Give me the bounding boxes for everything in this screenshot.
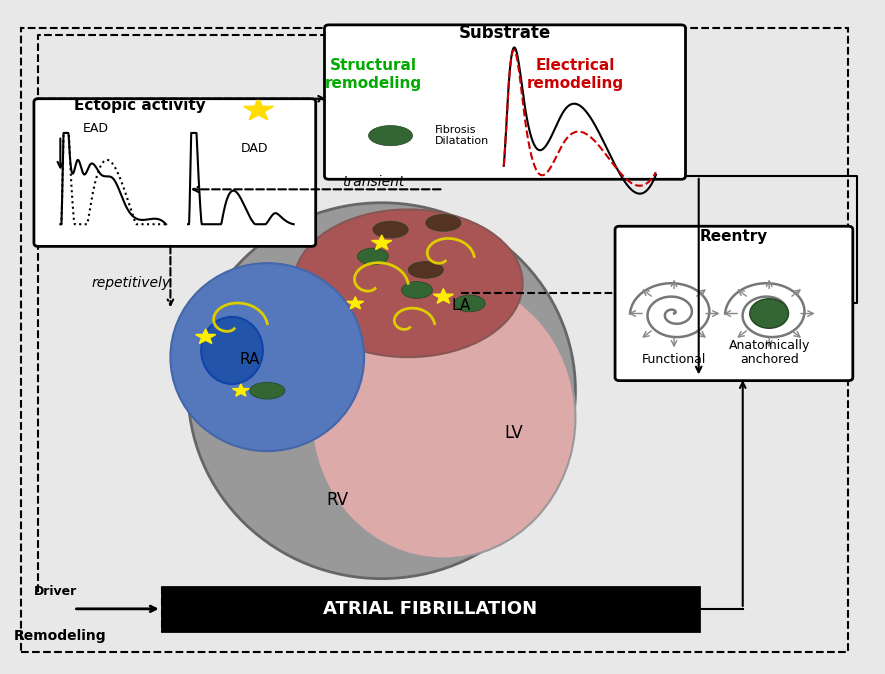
Ellipse shape	[368, 125, 412, 146]
Text: ATRIAL FIBRILLATION: ATRIAL FIBRILLATION	[323, 600, 537, 618]
FancyBboxPatch shape	[34, 98, 316, 247]
Polygon shape	[233, 384, 250, 396]
Text: DAD: DAD	[241, 142, 268, 156]
Text: LV: LV	[504, 424, 523, 441]
Ellipse shape	[408, 262, 443, 278]
Text: Substrate: Substrate	[459, 24, 551, 42]
Text: transient: transient	[342, 175, 404, 189]
Ellipse shape	[171, 263, 364, 451]
Text: RA: RA	[240, 352, 260, 367]
Polygon shape	[196, 329, 216, 344]
Ellipse shape	[358, 248, 389, 265]
Text: EAD: EAD	[82, 122, 109, 135]
Text: Ectopic activity: Ectopic activity	[73, 98, 205, 113]
Text: RV: RV	[327, 491, 349, 509]
Text: Functional: Functional	[642, 353, 706, 365]
Polygon shape	[372, 235, 392, 249]
Polygon shape	[434, 288, 453, 303]
Text: Electrical
remodeling: Electrical remodeling	[527, 59, 624, 91]
Ellipse shape	[188, 203, 575, 579]
Polygon shape	[347, 297, 364, 309]
Ellipse shape	[201, 317, 263, 384]
Ellipse shape	[402, 282, 433, 299]
Text: LA: LA	[451, 298, 471, 313]
Ellipse shape	[250, 382, 285, 399]
Text: Driver: Driver	[35, 586, 78, 599]
Ellipse shape	[454, 295, 485, 312]
FancyBboxPatch shape	[615, 226, 853, 381]
Ellipse shape	[426, 214, 461, 231]
FancyBboxPatch shape	[162, 587, 699, 631]
Text: Fibrosis
Dilatation: Fibrosis Dilatation	[435, 125, 489, 146]
Text: Structural
remodeling: Structural remodeling	[325, 59, 421, 91]
Circle shape	[750, 299, 789, 328]
Ellipse shape	[373, 221, 408, 238]
Ellipse shape	[294, 210, 523, 357]
Text: repetitively: repetitively	[91, 276, 170, 290]
Text: Anatomically
anchored: Anatomically anchored	[728, 338, 810, 365]
Polygon shape	[243, 98, 273, 120]
Text: Remodeling: Remodeling	[14, 630, 107, 644]
Ellipse shape	[312, 276, 575, 559]
FancyBboxPatch shape	[325, 25, 686, 179]
Text: Reentry: Reentry	[700, 229, 768, 244]
